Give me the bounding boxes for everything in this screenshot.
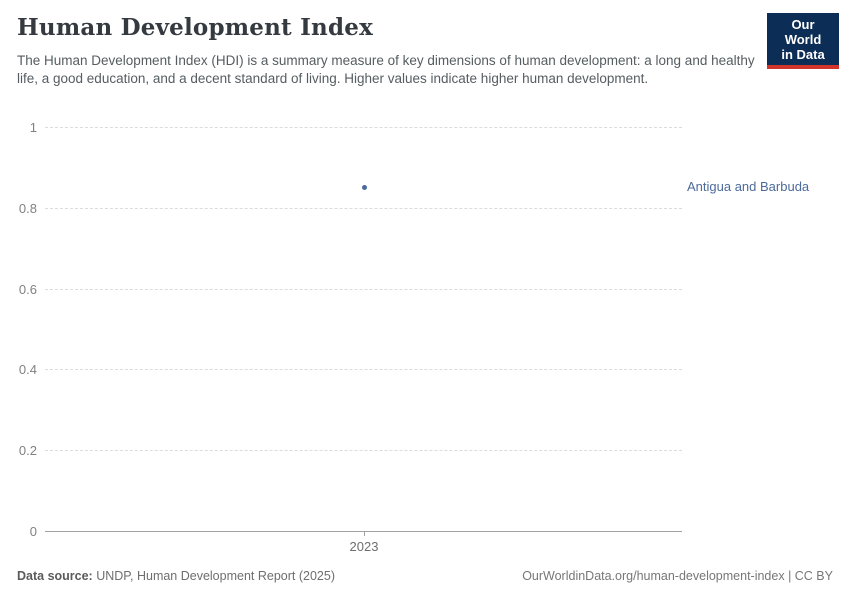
y-tick-label: 0.6 — [18, 281, 37, 297]
gridline — [45, 207, 682, 209]
chart-subtitle: The Human Development Index (HDI) is a s… — [17, 53, 755, 86]
owid-logo-line1: Our World — [784, 17, 822, 47]
y-tick-label: 0.4 — [18, 362, 37, 378]
owid-logo[interactable]: Our World in Data — [767, 13, 839, 69]
data-source-label: Data source: — [17, 569, 93, 583]
data-point[interactable] — [361, 184, 367, 190]
gridline — [45, 369, 682, 371]
y-tick-label: 0.8 — [18, 200, 37, 216]
x-axis-line — [45, 531, 682, 532]
entity-label[interactable]: Antigua and Barbuda — [687, 179, 810, 195]
y-tick-label: 0 — [29, 524, 37, 539]
gridline — [45, 450, 682, 452]
data-source-text: UNDP, Human Development Report (2025) — [92, 569, 335, 583]
x-tick-label: 2023 — [349, 539, 379, 554]
owid-logo-line2: in Data — [781, 47, 825, 62]
data-source-note: Data source: UNDP, Human Development Rep… — [17, 569, 335, 583]
y-tick-label: 1 — [29, 120, 37, 135]
x-tick-mark — [364, 531, 365, 536]
chart-footer: Data source: UNDP, Human Development Rep… — [17, 569, 833, 583]
gridline — [45, 127, 682, 128]
page-title: Human Development Index — [17, 14, 373, 41]
y-tick-label: 0.2 — [18, 443, 37, 459]
gridline — [45, 288, 682, 290]
credit-link[interactable]: OurWorldinData.org/human-development-ind… — [522, 569, 833, 583]
